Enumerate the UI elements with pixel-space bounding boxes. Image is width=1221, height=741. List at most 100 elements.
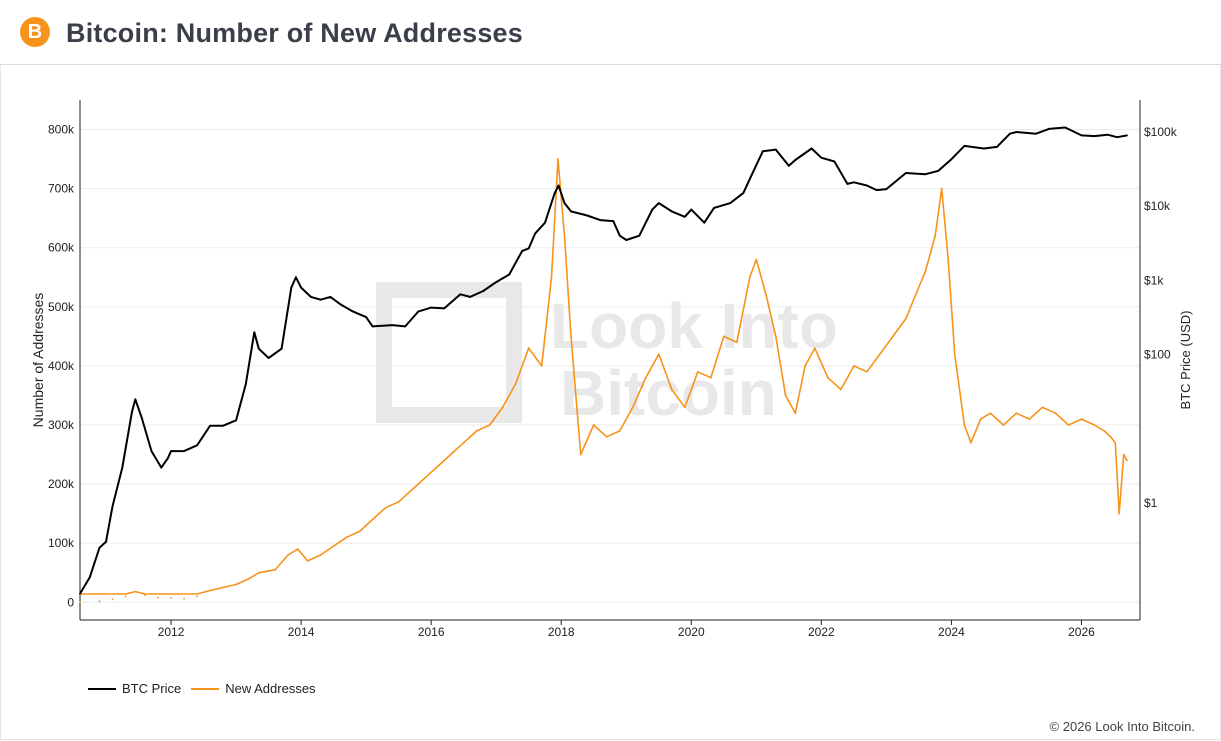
data-point-new-addresses [722, 335, 725, 338]
data-point-new-addresses [287, 554, 289, 556]
data-point-new-addresses [865, 370, 868, 373]
x-tick-label: 2012 [158, 625, 185, 639]
x-tick-label: 2016 [418, 625, 445, 639]
data-point-btc-price [196, 444, 198, 447]
y-axis-label: Number of Addresses [30, 293, 46, 428]
data-point-new-addresses [839, 388, 842, 391]
data-point-btc-price [166, 457, 169, 460]
data-point-new-addresses [979, 418, 982, 420]
data-point-new-addresses [1041, 406, 1044, 409]
data-point-new-addresses [618, 430, 621, 432]
data-point-new-addresses [670, 388, 673, 391]
data-point-btc-price [670, 210, 673, 213]
x-axis-ticks: 2012 2014 2016 2018 2020 2022 2024 2026 [158, 620, 1095, 639]
data-point-btc-price [391, 324, 394, 326]
data-point-btc-price [937, 169, 940, 172]
x-tick-label: 2014 [288, 625, 315, 639]
y2-tick-label: $10k [1144, 199, 1171, 213]
y2-tick-label: $100 [1144, 348, 1171, 362]
data-point-btc-price [134, 398, 137, 401]
data-point-btc-price [160, 466, 163, 469]
data-point-btc-price [846, 182, 849, 185]
data-point-btc-price [983, 147, 985, 150]
data-point-new-addresses [592, 424, 595, 426]
data-point-new-addresses [222, 586, 224, 589]
data-point-btc-price [267, 357, 270, 359]
data-point-btc-price [544, 221, 546, 224]
x-tick-label: 2022 [808, 625, 835, 639]
chart-series [79, 126, 1128, 604]
data-point-btc-price [820, 156, 823, 159]
data-point-new-addresses [423, 477, 426, 480]
data-point-btc-price [638, 234, 641, 237]
data-point-btc-price [527, 247, 530, 250]
data-point-btc-price [586, 214, 589, 217]
data-point-btc-price [482, 290, 485, 292]
legend-item-new-addresses[interactable]: New Addresses [191, 681, 316, 696]
data-point-btc-price [244, 383, 247, 386]
data-point-new-addresses [1103, 430, 1106, 432]
data-point-btc-price [1064, 126, 1067, 129]
data-point-new-addresses [1118, 512, 1121, 515]
data-point-btc-price [1035, 132, 1037, 135]
data-point-btc-price [508, 273, 511, 276]
bitcoin-logo-icon: B [20, 17, 50, 47]
data-point-new-addresses [371, 518, 374, 521]
data-point-btc-price [752, 170, 754, 173]
data-point-btc-price [885, 188, 888, 191]
data-point-new-addresses [550, 276, 553, 279]
data-point-new-addresses [683, 406, 686, 409]
legend-item-btc-price[interactable]: BTC Price [88, 681, 181, 696]
x-tick-label: 2018 [548, 625, 575, 639]
data-point-new-addresses [631, 406, 634, 409]
data-point-new-addresses [914, 294, 917, 296]
data-point-btc-price [794, 159, 797, 161]
data-point-btc-price [209, 424, 211, 427]
data-point-new-addresses [332, 545, 335, 548]
data-point-new-addresses [989, 412, 992, 415]
data-point-btc-price [875, 189, 878, 191]
data-point-btc-price [690, 208, 693, 211]
data-point-btc-price [222, 424, 224, 427]
data-point-new-addresses [436, 465, 439, 468]
data-point-btc-price [1048, 128, 1050, 130]
data-point-new-addresses [1067, 424, 1070, 426]
y2-tick-label: $1 [1144, 496, 1158, 510]
data-point-btc-price [683, 215, 686, 218]
data-point-btc-price [729, 202, 732, 205]
data-point-new-addresses [397, 500, 400, 503]
data-point-btc-price [521, 249, 524, 252]
data-point-new-addresses [765, 294, 767, 296]
data-point-btc-price [459, 293, 462, 296]
data-point-btc-price [300, 286, 303, 289]
data-point-btc-price [79, 592, 81, 595]
data-point-btc-price [534, 232, 537, 235]
data-point-new-addresses [709, 376, 712, 379]
data-point-new-addresses [257, 571, 260, 574]
data-point-new-addresses [1126, 459, 1128, 462]
data-point-new-addresses [813, 347, 816, 350]
legend-label-new-addresses: New Addresses [225, 681, 316, 696]
data-point-new-addresses [774, 335, 777, 338]
data-point-btc-price [290, 286, 293, 289]
data-point-new-addresses [934, 235, 937, 237]
data-point-btc-price [339, 303, 342, 305]
data-point-new-addresses [527, 347, 530, 350]
data-point-new-addresses [124, 595, 127, 598]
data-point-btc-price [257, 347, 260, 350]
data-point-new-addresses [878, 353, 881, 355]
data-point-new-addresses [358, 530, 361, 533]
data-point-new-addresses [79, 601, 81, 604]
x-tick-label: 2026 [1068, 625, 1095, 639]
data-point-btc-price [651, 208, 654, 211]
x-tick-label: 2020 [678, 625, 705, 639]
data-point-new-addresses [1015, 412, 1018, 415]
data-point-btc-price [371, 325, 374, 328]
y-tick-label: 800k [48, 123, 75, 137]
y-tick-label: 0 [67, 595, 74, 609]
data-point-new-addresses [410, 489, 413, 491]
data-point-new-addresses [157, 596, 159, 599]
data-point-btc-price [352, 310, 355, 313]
data-point-btc-price [1116, 136, 1119, 139]
